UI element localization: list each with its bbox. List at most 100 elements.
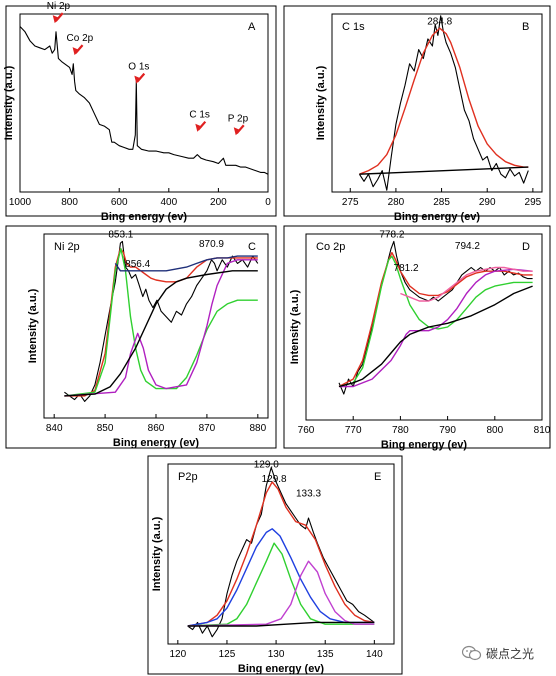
x-tick-label: 800: [61, 197, 78, 208]
peak-label: O 1s: [128, 62, 149, 73]
plot-area: [167, 463, 395, 645]
plot-area: [305, 233, 543, 421]
panel-letter: A: [248, 21, 256, 33]
x-tick-label: 810: [534, 425, 551, 436]
x-tick-label: 600: [111, 197, 128, 208]
peak-label: 856.4: [125, 259, 150, 270]
y-axis-label: Intensity (a.u.): [289, 289, 301, 364]
y-axis-label: Intensity (a.u.): [27, 288, 39, 363]
x-tick-label: 400: [160, 197, 177, 208]
peak-label: P 2p: [228, 113, 249, 124]
y-axis-label: Intensity (a.u.): [3, 65, 15, 140]
x-tick-label: 135: [317, 649, 334, 660]
x-tick-label: 290: [479, 197, 496, 208]
x-axis-label: Bing energy (ev): [113, 437, 200, 449]
series-line-pink: [400, 266, 533, 302]
wechat-icon: [462, 645, 482, 661]
x-tick-label: 1000: [9, 197, 32, 208]
x-tick-label: 780: [392, 425, 409, 436]
peak-label: 778.2: [379, 230, 404, 241]
panel-frame: [147, 455, 403, 675]
peak-label: 853.1: [108, 230, 133, 241]
peak-arrow-head: [233, 127, 241, 136]
series-line-navy: [114, 255, 258, 272]
panel-letter: E: [374, 471, 381, 483]
peak-label: 133.3: [296, 488, 321, 499]
panel-frame: [283, 5, 551, 217]
panel-title: Ni 2p: [54, 241, 80, 253]
x-axis-label: Bing energy (ev): [394, 211, 481, 223]
series-line-green: [187, 542, 375, 627]
series-line-raw: [64, 240, 259, 402]
panel-frame: [283, 225, 551, 449]
peak-arrow-head: [195, 123, 203, 132]
peak-label: 794.2: [455, 241, 480, 252]
panel-e: 120 125 130 135 140 Bing energy (ev) Intensity…: [147, 455, 403, 675]
series-line-baseline: [359, 166, 529, 175]
series-line-spectrum: [20, 26, 268, 175]
x-tick-label: 800: [486, 425, 503, 436]
series-line-violet: [64, 259, 258, 397]
x-tick-label: 140: [366, 649, 383, 660]
x-tick-label: 125: [219, 649, 236, 660]
panel-title: P2p: [178, 471, 198, 483]
x-tick-label: 280: [388, 197, 405, 208]
peak-arrow-head: [72, 47, 80, 56]
peak-arrow-head: [134, 75, 142, 84]
panel-frame: [5, 5, 277, 217]
x-tick-label: 870: [199, 423, 216, 434]
peak-label: Co 2p: [67, 33, 94, 44]
plot-area: [19, 13, 269, 193]
x-tick-label: 760: [298, 425, 315, 436]
series-line-baseline: [338, 285, 533, 388]
x-tick-label: 130: [268, 649, 285, 660]
panel-letter: B: [522, 21, 529, 33]
watermark: 碳点之光: [462, 642, 552, 664]
panel-c: 840 850 860 870 880 Bing energy (ev) Intensity…: [5, 225, 277, 449]
x-tick-label: 285: [433, 197, 450, 208]
panel-letter: C: [248, 241, 256, 253]
series-line-envelope: [187, 481, 375, 627]
series-line-green: [338, 255, 533, 388]
x-tick-label: 790: [439, 425, 456, 436]
y-axis-label: Intensity (a.u.): [315, 65, 327, 140]
watermark-text: 碳点之光: [486, 646, 535, 661]
panel-title: C 1s: [342, 21, 365, 33]
plot-area: [331, 13, 543, 193]
peak-label: 870.9: [199, 239, 224, 250]
x-tick-label: 275: [342, 197, 359, 208]
panel-d: 760 770 780 790 800 810 Bing energy (ev) Intens…: [283, 225, 551, 451]
series-line-green: [64, 248, 258, 397]
series-line-violet: [187, 560, 375, 627]
y-axis-label: Intensity (a.u.): [151, 516, 163, 591]
panel-title: Co 2p: [316, 241, 345, 253]
peak-label: Ni 2p: [47, 1, 71, 12]
x-axis-label: Bing energy (ev): [238, 663, 325, 675]
x-axis-label: Bing energy (ev): [381, 439, 468, 451]
peak-label: 781.2: [394, 263, 419, 274]
panel-b: 275 280 285 290 295 Bing energy (ev) Intensity…: [283, 5, 551, 223]
series-line-violet: [339, 268, 533, 388]
series-line-baseline: [64, 270, 258, 397]
x-tick-label: 880: [249, 423, 266, 434]
x-tick-label: 200: [210, 197, 227, 208]
peak-label: 284.8: [427, 17, 452, 28]
x-tick-label: 120: [169, 649, 186, 660]
peak-arrow-head: [52, 15, 60, 24]
series-line-baseline: [187, 621, 375, 627]
x-tick-label: 840: [46, 423, 63, 434]
x-tick-label: 860: [148, 423, 165, 434]
series-line-blue: [187, 528, 375, 627]
peak-label: C 1s: [189, 110, 210, 121]
x-axis-label: Bing energy (ev): [101, 211, 188, 223]
x-tick-label: 850: [97, 423, 114, 434]
peak-label: 129.8: [262, 474, 287, 485]
panel-a: 1000 800 600 400 200 0 Bing energy (ev) Intensi…: [3, 1, 277, 223]
panel-letter: D: [522, 241, 530, 253]
x-tick-label: 770: [345, 425, 362, 436]
x-tick-label: 295: [525, 197, 542, 208]
series-line-raw: [187, 467, 375, 638]
series-line-fit: [359, 27, 529, 175]
peak-label: 129.0: [254, 460, 279, 471]
